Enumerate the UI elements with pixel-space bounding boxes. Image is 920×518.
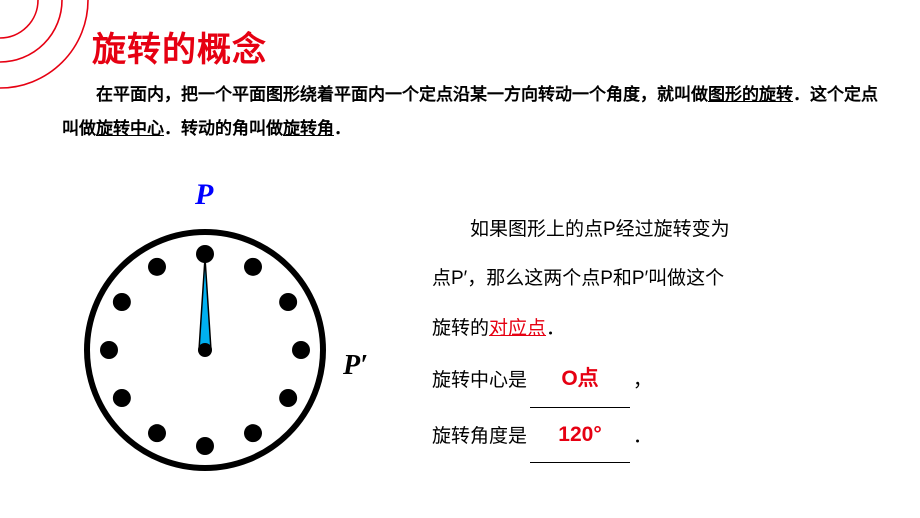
page-title: 旋转的概念 [92,22,267,71]
right-line5a: 旋转角度是 [432,426,527,447]
right-line4b: ， [633,370,652,391]
def-mid2: ．转动的角叫做 [164,119,283,138]
def-end: ． [334,119,351,138]
def-pre: 在平面内，把一个平面图形绕着平面内一个定点沿某一方向转动一个角度，就叫做 [96,85,708,104]
def-u1: 图形的旋转 [708,85,793,104]
definition-text: 在平面内，把一个平面图形绕着平面内一个定点沿某一方向转动一个角度，就叫做图形的旋… [62,78,880,146]
def-u2: 旋转中心 [96,119,164,138]
corresponding-points: 对应点 [489,318,546,339]
label-p: P [195,178,213,212]
right-line2: 点P′，那么这两个点P和P′叫做这个 [432,268,724,289]
clock-svg [75,210,355,500]
answer-center: O点 [530,352,630,408]
explanation-text: 如果图形上的点P经过旋转变为 点P′，那么这两个点P和P′叫做这个 旋转的对应点… [432,205,885,464]
right-line3a: 旋转的 [432,318,489,339]
right-line1: 如果图形上的点P经过旋转变为 [432,205,885,254]
clock-diagram: P O P′ [65,185,385,505]
right-line5b: ． [633,426,652,447]
right-line4a: 旋转中心是 [432,370,527,391]
answer-angle: 120° [530,408,630,464]
right-line3c: ． [546,318,565,339]
def-u3: 旋转角 [283,119,334,138]
